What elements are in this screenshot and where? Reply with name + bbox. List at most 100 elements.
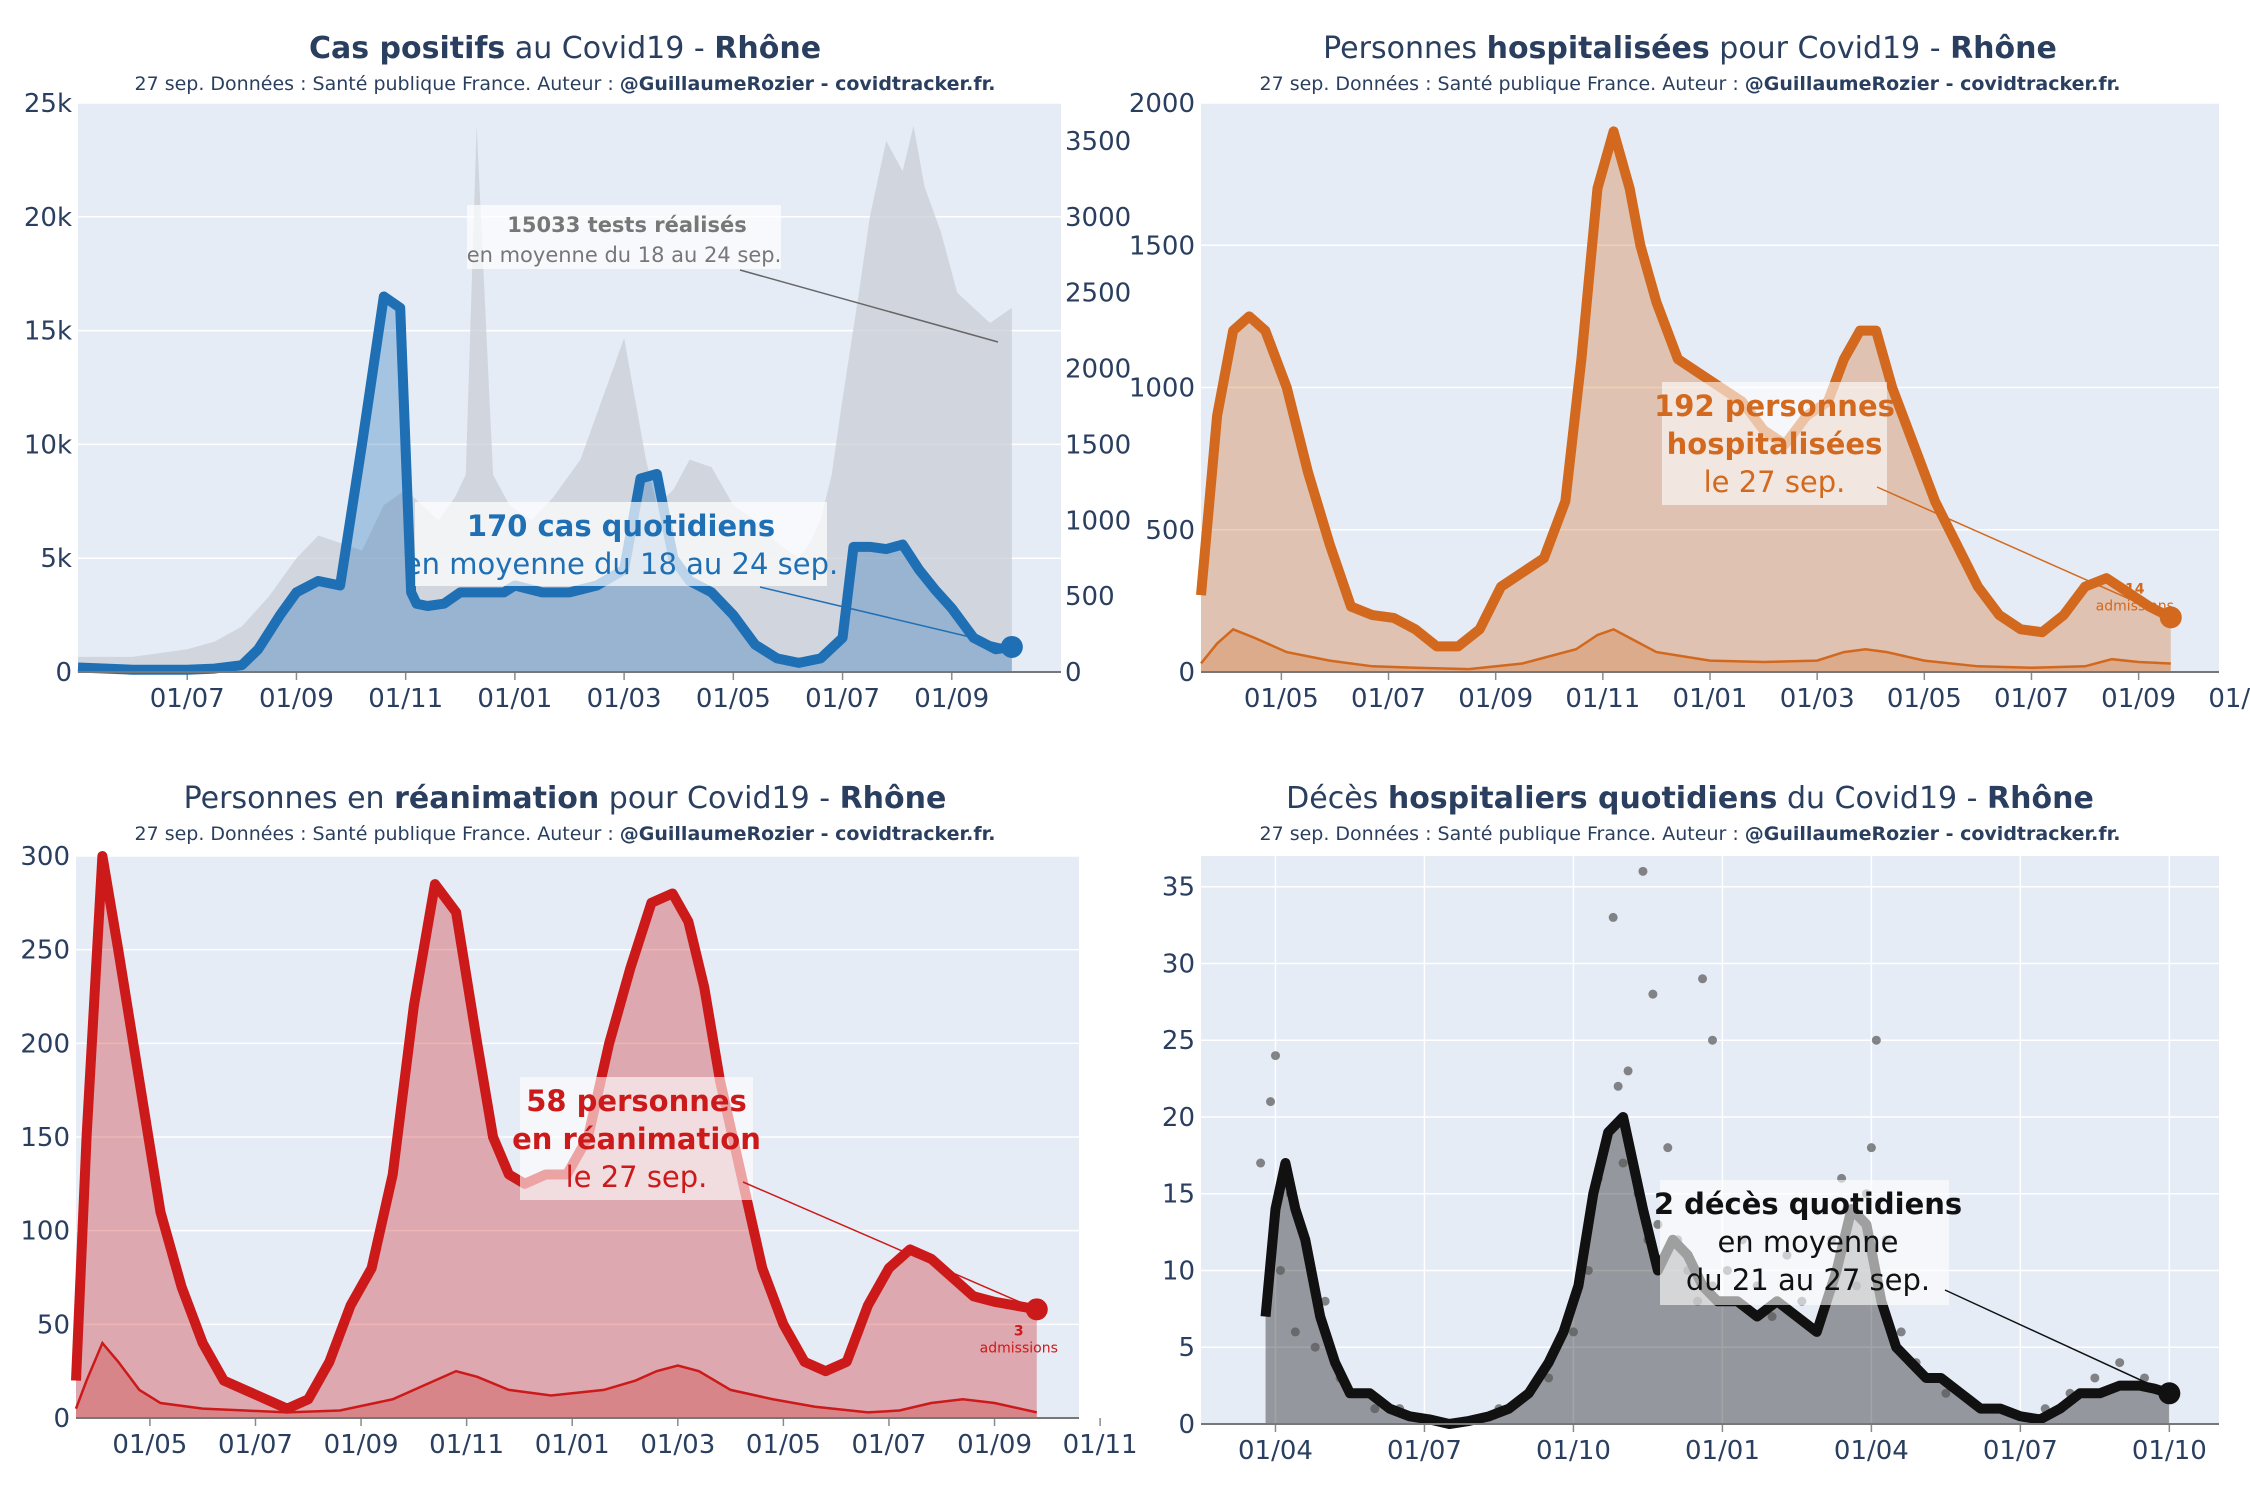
title-part: Personnes en xyxy=(184,781,394,816)
death-point xyxy=(2115,1358,2125,1368)
title-part: Rhône xyxy=(1950,31,2057,66)
admissions-line xyxy=(1200,627,2171,671)
x-tick-label: 01/11 xyxy=(1063,1430,1138,1460)
annotation-box xyxy=(1660,1180,1949,1305)
x-tick-label: 01/01 xyxy=(477,684,552,714)
y-tick-label: 0 xyxy=(55,658,72,688)
death-point xyxy=(1663,1143,1673,1153)
x-tick-label: 01/11 xyxy=(1565,684,1640,714)
death-point xyxy=(1866,1143,1876,1153)
chart-title: Personnes en réanimation pour Covid19 - … xyxy=(184,781,947,816)
y-tick-label: 10k xyxy=(24,430,72,460)
y2-tick-label: 3000 xyxy=(1065,203,1131,233)
y-tick-label: 20 xyxy=(1162,1103,1195,1133)
chart-subtitle: 27 sep. Données : Santé publique France.… xyxy=(1259,823,2120,845)
subtitle-source: 27 sep. Données : Santé publique France.… xyxy=(1259,823,1744,845)
death-point xyxy=(1256,1158,1266,1168)
y-tick-label: 300 xyxy=(20,842,70,872)
subtitle-author: @GuillaumeRozier - covidtracker.fr. xyxy=(620,73,996,95)
title-part: Cas positifs xyxy=(309,31,505,66)
annotation-arrow xyxy=(742,1181,1038,1311)
x-tick-label: 01/11 xyxy=(429,1430,504,1460)
x-tick-label: 01/03 xyxy=(587,684,662,714)
y-tick-label: 35 xyxy=(1162,873,1195,903)
chart-subtitle: 27 sep. Données : Santé publique France.… xyxy=(134,73,995,95)
annotation-arrow xyxy=(1944,1289,2170,1394)
death-point xyxy=(1266,1097,1276,1107)
x-tick-label: 01/09 xyxy=(957,1430,1032,1460)
death-point xyxy=(1370,1404,1380,1414)
y-tick-label: 15 xyxy=(1162,1180,1195,1210)
y-tick-label: 15k xyxy=(24,317,72,347)
annotation-box xyxy=(1662,382,1887,505)
admissions-area xyxy=(1201,629,2171,672)
death-point xyxy=(1320,1296,1330,1306)
x-tick-label: 01/07 xyxy=(1351,684,1426,714)
chart-cases: Cas positifs au Covid19 - Rhône 27 sep. D… xyxy=(24,31,1131,714)
death-point xyxy=(1544,1373,1554,1383)
chart-deces: Décès hospitaliers quotidiens du Covid19… xyxy=(1162,781,2219,1466)
annotation-arrow xyxy=(1876,486,2172,619)
admissions-count: 3 xyxy=(1014,1323,1024,1339)
annotation-value: 58 personnes xyxy=(526,1084,747,1118)
x-tick-label: 01/09 xyxy=(324,1430,399,1460)
chart-rea: Personnes en réanimation pour Covid19 - … xyxy=(20,781,1137,1460)
chart-subtitle: 27 sep. Données : Santé publique France.… xyxy=(134,823,995,845)
death-point xyxy=(2090,1373,2100,1383)
admissions-label: admissions xyxy=(980,1340,1058,1356)
x-tick-label: 01/09 xyxy=(2101,684,2176,714)
subtitle-author: @GuillaumeRozier - covidtracker.fr. xyxy=(1745,823,2121,845)
title-part: Rhône xyxy=(840,781,947,816)
x-tick-label: 01/01 xyxy=(535,1430,610,1460)
y-tick-label: 30 xyxy=(1162,949,1195,979)
y-tick-label: 0 xyxy=(53,1404,70,1434)
y-tick-label: 10 xyxy=(1162,1256,1195,1286)
x-tick-label: 01/10 xyxy=(1536,1436,1611,1466)
title-part: Décès xyxy=(1286,781,1388,816)
title-part: du Covid19 - xyxy=(1777,781,1987,816)
death-point xyxy=(1623,1066,1633,1076)
title-part: au Covid19 - xyxy=(505,31,714,66)
y-tick-label: 100 xyxy=(20,1217,70,1247)
y2-tick-label: 0 xyxy=(1065,658,1082,688)
title-part: Personnes xyxy=(1323,31,1486,66)
y-tick-label: 0 xyxy=(1178,658,1195,688)
x-tick-label: 01/03 xyxy=(640,1430,715,1460)
subtitle-author: @GuillaumeRozier - covidtracker.fr. xyxy=(620,823,996,845)
death-point xyxy=(1896,1327,1906,1337)
subtitle-source: 27 sep. Données : Santé publique France.… xyxy=(134,823,619,845)
x-tick-label: 01/07 xyxy=(1994,684,2069,714)
subtitle-source: 27 sep. Données : Santé publique France.… xyxy=(134,73,619,95)
chart-hosp: Personnes hospitalisées pour Covid19 - R… xyxy=(1129,31,2250,714)
admissions-area xyxy=(76,1343,1037,1418)
annotation-box xyxy=(520,1077,753,1200)
x-tick-label: 01/10 xyxy=(2132,1436,2207,1466)
x-tick-label: 01/05 xyxy=(112,1430,187,1460)
x-tick-label: 01/03 xyxy=(1780,684,1855,714)
subtitle-source: 27 sep. Données : Santé publique France.… xyxy=(1259,73,1744,95)
y-tick-label: 50 xyxy=(37,1310,70,1340)
y-tick-label: 2000 xyxy=(1129,89,1195,119)
x-tick-label: 01/05 xyxy=(696,684,771,714)
x-tick-label: 01/07 xyxy=(218,1430,293,1460)
annotation-box xyxy=(467,205,781,269)
x-tick-label: 01/05 xyxy=(1887,684,1962,714)
main-area xyxy=(76,856,1037,1418)
title-part: réanimation xyxy=(394,781,599,816)
x-tick-label: 01/09 xyxy=(914,684,989,714)
x-tick-label: 01/11 xyxy=(2208,684,2250,714)
x-tick-label: 01/09 xyxy=(259,684,334,714)
death-point xyxy=(1270,1051,1280,1061)
title-part: Rhône xyxy=(714,31,821,66)
chart-subtitle: 27 sep. Données : Santé publique France.… xyxy=(1259,73,2120,95)
annotation-text: le 27 sep. xyxy=(566,1160,708,1194)
death-point xyxy=(1613,1081,1623,1091)
admissions-count: 14 xyxy=(2125,581,2145,597)
chart-title: Personnes hospitalisées pour Covid19 - R… xyxy=(1323,31,2057,66)
death-point xyxy=(1941,1388,1951,1398)
title-part: hospitalisées xyxy=(1487,31,1710,66)
y2-tick-label: 500 xyxy=(1065,582,1115,612)
y-tick-label: 1000 xyxy=(1129,374,1195,404)
annotation-text: du 21 au 27 sep. xyxy=(1686,1263,1930,1297)
chart-title: Décès hospitaliers quotidiens du Covid19… xyxy=(1286,781,2094,816)
